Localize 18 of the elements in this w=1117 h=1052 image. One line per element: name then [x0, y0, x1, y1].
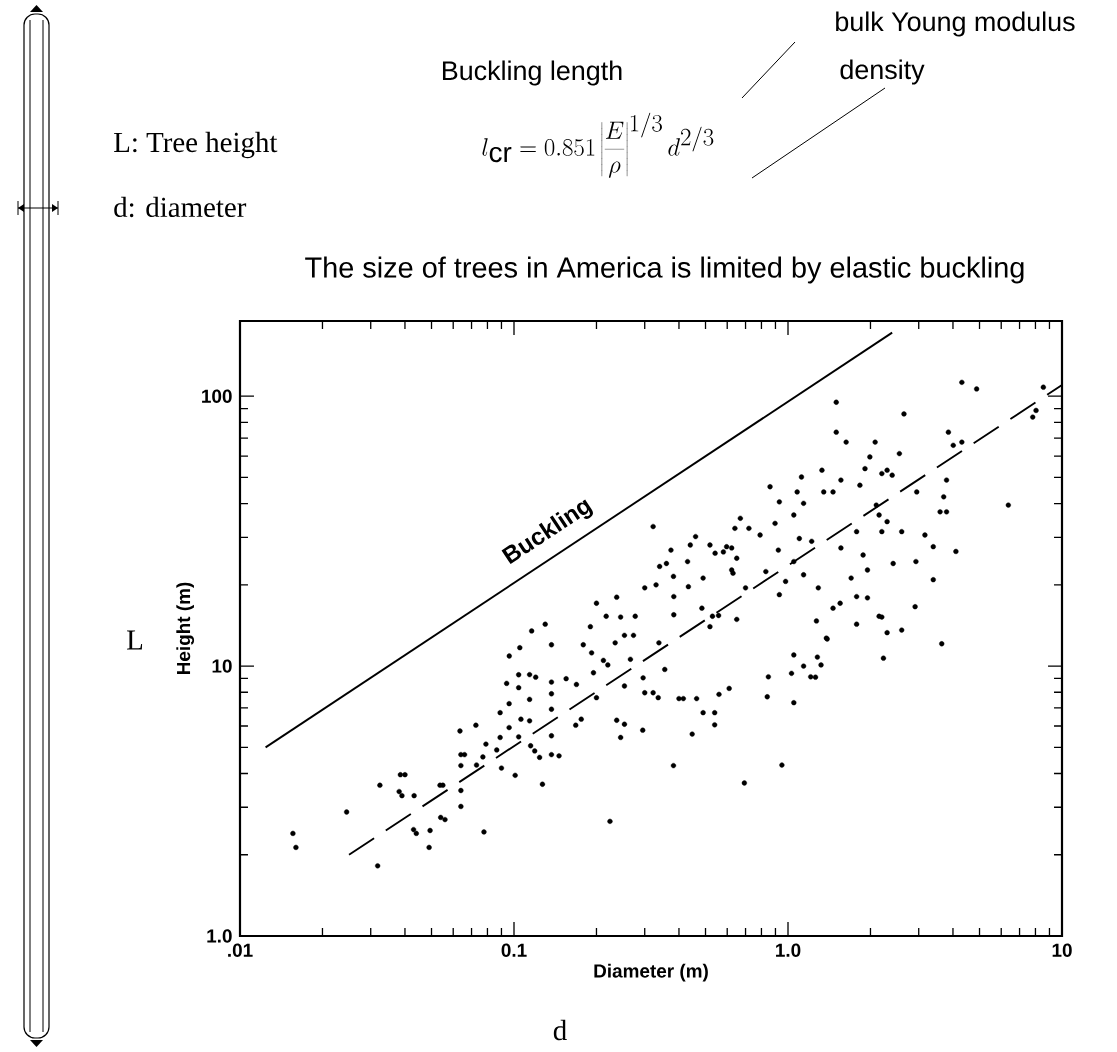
text: d	[553, 1019, 567, 1041]
text: bulk Young modulus	[836, 11, 1075, 37]
text: d: diameter	[114, 196, 247, 218]
x-tick-label: 10	[1052, 943, 1072, 957]
text: Buckling length	[442, 60, 622, 86]
x-tick-label: .01	[228, 943, 253, 957]
y-tick-label: 10	[212, 659, 232, 673]
text: L	[127, 630, 143, 650]
chart-title: The size of trees in America is limited by elastic buckling	[305, 256, 1024, 284]
y-axis-title: Height (m)	[176, 582, 195, 675]
x-axis-title: Diameter (m)	[594, 963, 708, 982]
text: $l_{\mathrm{cr}} = 0.851 \left|\frac{E}{\rho}\right|^{1/3} d^{2/3}$	[482, 112, 714, 178]
y-tick-label: 1.0	[207, 929, 232, 943]
text: L: Tree height	[114, 131, 278, 159]
text: density	[840, 59, 925, 85]
x-tick-label: 0.1	[501, 943, 527, 957]
y-tick-label: 100	[202, 389, 232, 403]
x-tick-label: 1.0	[776, 943, 801, 957]
